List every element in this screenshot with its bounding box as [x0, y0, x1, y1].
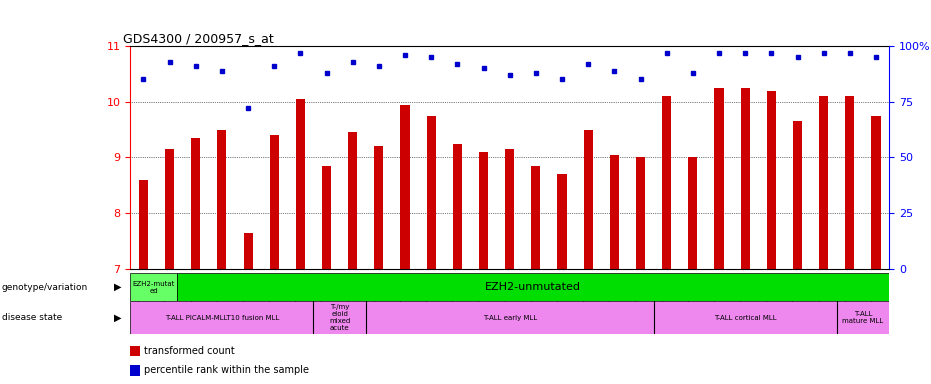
Bar: [558, 174, 567, 269]
Bar: [819, 96, 829, 269]
Bar: [610, 155, 619, 269]
Bar: [741, 88, 749, 269]
Bar: [270, 135, 278, 269]
Bar: [374, 146, 384, 269]
Bar: [714, 88, 723, 269]
Text: transformed count: transformed count: [143, 346, 235, 356]
Text: T-ALL
mature MLL: T-ALL mature MLL: [843, 311, 884, 324]
Bar: [654, 301, 837, 334]
Text: percentile rank within the sample: percentile rank within the sample: [143, 365, 308, 375]
Bar: [165, 149, 174, 269]
Bar: [130, 365, 140, 376]
Bar: [506, 149, 514, 269]
Text: disease state: disease state: [2, 313, 62, 322]
Text: ▶: ▶: [114, 282, 121, 292]
Bar: [217, 130, 226, 269]
Bar: [244, 233, 252, 269]
Text: T-ALL PICALM-MLLT10 fusion MLL: T-ALL PICALM-MLLT10 fusion MLL: [165, 315, 279, 321]
Bar: [314, 301, 366, 334]
Bar: [845, 96, 855, 269]
Bar: [130, 301, 314, 334]
Text: EZH2-mutat
ed: EZH2-mutat ed: [133, 281, 175, 293]
Bar: [479, 152, 488, 269]
Bar: [139, 180, 148, 269]
Text: EZH2-unmutated: EZH2-unmutated: [485, 282, 581, 292]
Bar: [584, 130, 593, 269]
Bar: [871, 116, 881, 269]
Bar: [400, 104, 410, 269]
Bar: [532, 166, 541, 269]
Text: genotype/variation: genotype/variation: [2, 283, 88, 291]
Bar: [426, 116, 436, 269]
Bar: [636, 157, 645, 269]
Bar: [688, 157, 697, 269]
Bar: [130, 273, 178, 301]
Text: ▶: ▶: [114, 313, 121, 323]
Bar: [191, 138, 200, 269]
Text: T-ALL cortical MLL: T-ALL cortical MLL: [714, 315, 776, 321]
Bar: [130, 346, 140, 356]
Text: GDS4300 / 200957_s_at: GDS4300 / 200957_s_at: [123, 32, 274, 45]
Bar: [296, 99, 305, 269]
Bar: [662, 96, 671, 269]
Bar: [837, 301, 889, 334]
Bar: [452, 144, 462, 269]
Bar: [793, 121, 803, 269]
Bar: [767, 91, 776, 269]
Bar: [366, 301, 654, 334]
Text: T-ALL early MLL: T-ALL early MLL: [482, 315, 537, 321]
Text: T-/my
eloid
mixed
acute: T-/my eloid mixed acute: [329, 304, 350, 331]
Bar: [322, 166, 331, 269]
Bar: [348, 132, 358, 269]
